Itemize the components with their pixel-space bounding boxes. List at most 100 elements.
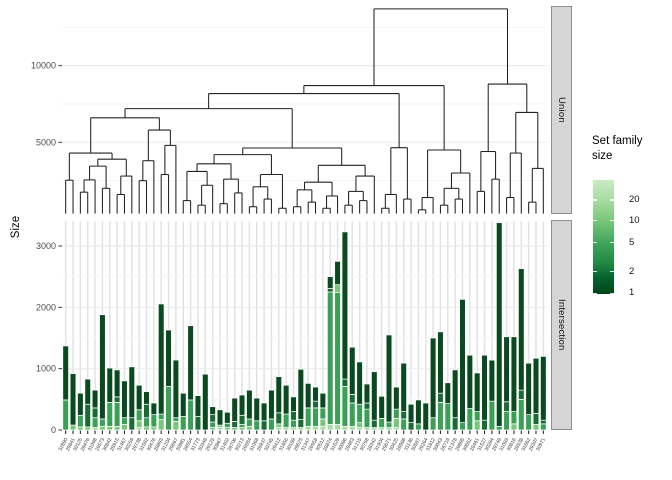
x-tick-label: 32890: [58, 437, 70, 452]
x-tick-label: 28719: [440, 437, 452, 452]
bar-segment: [290, 411, 297, 421]
bar-segment: [473, 420, 481, 431]
bar-segment: [407, 403, 415, 423]
bar-segment: [275, 376, 283, 414]
bar-segment: [275, 427, 283, 431]
bar-segment: [326, 424, 334, 431]
bar-segment: [304, 407, 312, 427]
bar-segment: [415, 399, 422, 425]
legend-title-line2: size: [592, 150, 613, 162]
bar-segment: [341, 425, 349, 431]
legend-tick-label: 5: [629, 236, 635, 248]
bar-segment: [253, 420, 260, 431]
bar-segment: [91, 407, 99, 419]
bar-segment: [400, 411, 407, 420]
bar-segment: [319, 418, 327, 427]
bar-segment: [172, 421, 180, 431]
bar-segment: [444, 382, 452, 404]
bar-segment: [437, 331, 444, 394]
bar-segment: [341, 386, 349, 427]
bar-segment: [518, 398, 525, 431]
x-tick-label: 29667: [168, 437, 180, 452]
x-tick-label: 28937: [256, 437, 268, 452]
bar-segment: [62, 399, 69, 431]
legend-tick-mark: [610, 270, 614, 273]
x-tick-label: 30348: [197, 437, 209, 452]
bar-segment: [459, 422, 466, 431]
x-tick-label: 28915: [109, 437, 121, 452]
bar-segment: [62, 345, 69, 401]
bar-segment: [113, 425, 121, 431]
x-tick-label: 30259: [124, 437, 136, 452]
bar-segment: [532, 413, 540, 425]
bar-segment: [451, 369, 459, 419]
bar-segment: [312, 400, 319, 409]
x-tick-label: 30867: [212, 437, 224, 452]
bar-segment: [121, 424, 128, 431]
bar-segment: [518, 389, 525, 400]
bar-segment: [385, 421, 393, 428]
bar-segment: [246, 418, 253, 427]
bar-segment: [143, 391, 150, 405]
bar-segment: [180, 392, 187, 417]
legend-tick-mark: [610, 219, 614, 222]
bar-segment: [488, 359, 496, 402]
x-tick-label: 28476: [80, 437, 92, 452]
bar-segment: [496, 425, 503, 431]
bar-segment: [143, 417, 150, 428]
bar-segment: [363, 408, 371, 428]
bar-segment: [150, 426, 158, 431]
bar-segment: [459, 299, 466, 423]
bar-segment: [326, 291, 334, 425]
x-tick-label: 28538: [513, 437, 525, 452]
bar-segment: [121, 417, 128, 425]
legend-tick-label: 1: [629, 287, 635, 299]
x-tick-label: 29958: [307, 437, 319, 452]
legend-tick-mark: [610, 199, 614, 201]
bar-segment: [165, 386, 172, 431]
x-tick-label: 29671: [381, 437, 393, 452]
bar-segment: [297, 368, 305, 420]
bar-segment: [540, 423, 547, 431]
bar-segment: [525, 362, 532, 416]
bar-segment: [231, 427, 238, 431]
bar-segment: [91, 417, 99, 428]
bar-segment: [209, 427, 216, 431]
bar-segment: [135, 409, 143, 422]
bar-segment: [393, 408, 400, 419]
bar-segment: [194, 395, 202, 417]
legend-title: Set family size: [592, 134, 643, 164]
bar-segment: [180, 416, 187, 431]
x-tick-label: 28342: [366, 437, 378, 452]
bar-segment: [334, 424, 341, 431]
bar-segment: [172, 417, 180, 422]
bar-segment: [334, 292, 341, 425]
x-tick-label: 30587: [410, 437, 422, 452]
x-tick-label: 31347: [300, 437, 312, 452]
bar-segment: [128, 417, 136, 431]
x-tick-label: 31904: [374, 437, 386, 452]
x-tick-label: 31812: [425, 437, 437, 452]
bar-segment: [290, 396, 297, 412]
facet-strip-intersection: Intersection: [551, 220, 572, 430]
bar-segment: [187, 399, 194, 431]
x-tick-label: 29738: [131, 437, 143, 452]
bar-segment: [106, 402, 113, 427]
bar-segment: [231, 421, 238, 428]
x-tick-label: 29483: [344, 437, 356, 452]
bar-segment: [466, 354, 474, 409]
x-tick-label: 30096: [337, 437, 349, 452]
bar-segment: [385, 427, 393, 431]
bar-segment: [356, 403, 363, 423]
y-tick-label: 10000: [31, 61, 56, 71]
x-tick-label: 28988: [396, 437, 408, 452]
bar-segment: [157, 419, 165, 431]
bar-segment: [165, 329, 172, 387]
x-tick-label: 30652: [462, 437, 474, 452]
bar-segment: [99, 425, 106, 431]
bar-segment: [209, 414, 216, 423]
x-tick-label: 30213: [234, 437, 246, 452]
bar-segment: [113, 369, 121, 398]
bar-segment: [172, 359, 180, 419]
bar-segment: [268, 418, 275, 431]
